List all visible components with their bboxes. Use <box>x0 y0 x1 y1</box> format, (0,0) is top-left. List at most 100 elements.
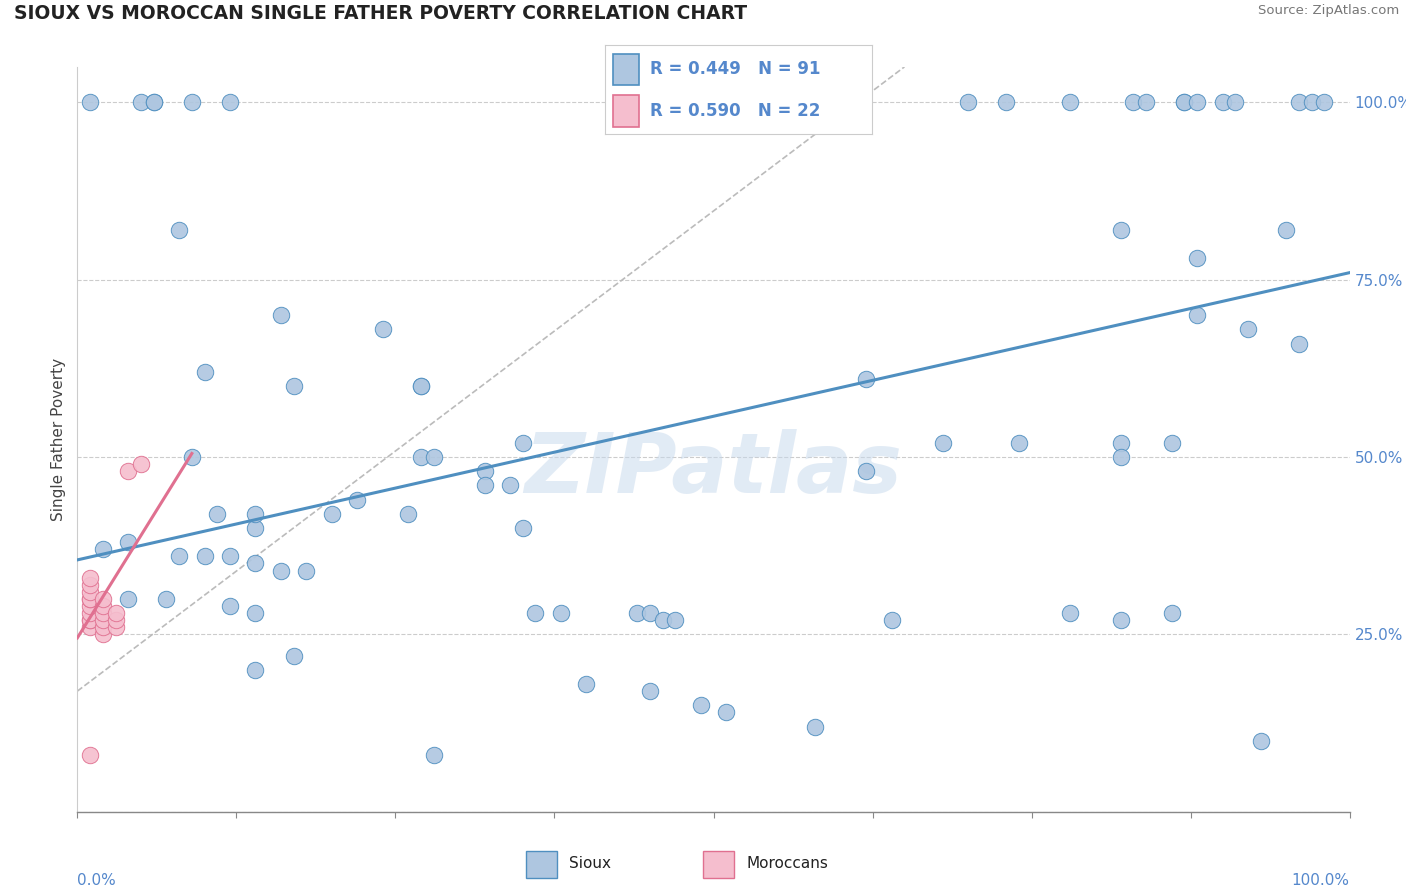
Point <box>104 606 127 620</box>
Point <box>79 584 101 599</box>
Point <box>409 379 432 393</box>
Point <box>91 613 114 627</box>
Point <box>91 620 114 634</box>
Point <box>219 599 242 613</box>
Point <box>91 606 114 620</box>
Point <box>283 379 305 393</box>
Point <box>180 450 202 464</box>
Point <box>499 478 522 492</box>
Point <box>1185 308 1208 322</box>
Point <box>1173 95 1195 110</box>
Point <box>524 606 547 620</box>
Point <box>474 478 496 492</box>
Point <box>79 591 101 606</box>
Point <box>1059 606 1081 620</box>
FancyBboxPatch shape <box>526 851 557 878</box>
Point <box>1173 95 1195 110</box>
Point <box>346 492 368 507</box>
Point <box>855 372 877 386</box>
Point <box>1185 252 1208 266</box>
Point <box>79 613 101 627</box>
FancyBboxPatch shape <box>613 95 640 127</box>
Point <box>91 591 114 606</box>
Point <box>270 308 292 322</box>
Point <box>638 606 661 620</box>
Point <box>792 95 814 110</box>
Point <box>422 450 444 464</box>
Point <box>79 606 101 620</box>
Point <box>931 435 953 450</box>
Point <box>1275 223 1298 237</box>
Y-axis label: Single Father Poverty: Single Father Poverty <box>51 358 66 521</box>
Point <box>1313 95 1336 110</box>
Point <box>995 95 1018 110</box>
Point <box>104 620 127 634</box>
Text: 0.0%: 0.0% <box>77 872 117 888</box>
Point <box>716 706 738 720</box>
Text: Source: ZipAtlas.com: Source: ZipAtlas.com <box>1258 4 1399 18</box>
Point <box>129 95 152 110</box>
Point <box>245 557 267 571</box>
Point <box>79 613 101 627</box>
Point <box>79 571 101 585</box>
Point <box>512 435 534 450</box>
Point <box>1237 322 1260 336</box>
Point <box>1288 336 1310 351</box>
Point <box>194 365 217 379</box>
Point <box>219 549 242 564</box>
Point <box>79 747 101 762</box>
Point <box>219 95 242 110</box>
Point <box>79 578 101 592</box>
Point <box>117 591 139 606</box>
Text: SIOUX VS MOROCCAN SINGLE FATHER POVERTY CORRELATION CHART: SIOUX VS MOROCCAN SINGLE FATHER POVERTY … <box>14 4 747 23</box>
Point <box>638 684 661 698</box>
Point <box>155 591 177 606</box>
Point <box>396 507 419 521</box>
Point <box>91 627 114 641</box>
Point <box>779 95 801 110</box>
Point <box>880 613 903 627</box>
Point <box>474 464 496 478</box>
Point <box>957 95 980 110</box>
Point <box>1160 606 1182 620</box>
Point <box>626 606 648 620</box>
Point <box>1109 223 1132 237</box>
Point <box>651 613 673 627</box>
Point <box>512 521 534 535</box>
Point <box>91 599 114 613</box>
Point <box>142 95 165 110</box>
Point <box>245 663 267 677</box>
Text: Sioux: Sioux <box>569 855 612 871</box>
Point <box>1160 435 1182 450</box>
Point <box>117 535 139 549</box>
Point <box>1301 95 1323 110</box>
Point <box>79 591 101 606</box>
Point <box>142 95 165 110</box>
Point <box>270 564 292 578</box>
Point <box>91 542 114 557</box>
Point <box>167 549 190 564</box>
Point <box>129 457 152 471</box>
Point <box>207 507 229 521</box>
Point <box>117 464 139 478</box>
FancyBboxPatch shape <box>703 851 734 878</box>
Point <box>245 606 267 620</box>
Text: Moroccans: Moroccans <box>747 855 828 871</box>
Point <box>321 507 343 521</box>
Text: 100.0%: 100.0% <box>1292 872 1350 888</box>
Point <box>295 564 318 578</box>
Point <box>194 549 217 564</box>
Point <box>1250 733 1272 747</box>
Point <box>409 379 432 393</box>
Point <box>689 698 711 713</box>
Point <box>422 747 444 762</box>
Point <box>104 613 127 627</box>
Point <box>855 464 877 478</box>
Point <box>180 95 202 110</box>
Point <box>1059 95 1081 110</box>
Point <box>245 507 267 521</box>
Point <box>664 613 686 627</box>
Point <box>79 620 101 634</box>
Point <box>575 677 598 691</box>
Point <box>1109 450 1132 464</box>
